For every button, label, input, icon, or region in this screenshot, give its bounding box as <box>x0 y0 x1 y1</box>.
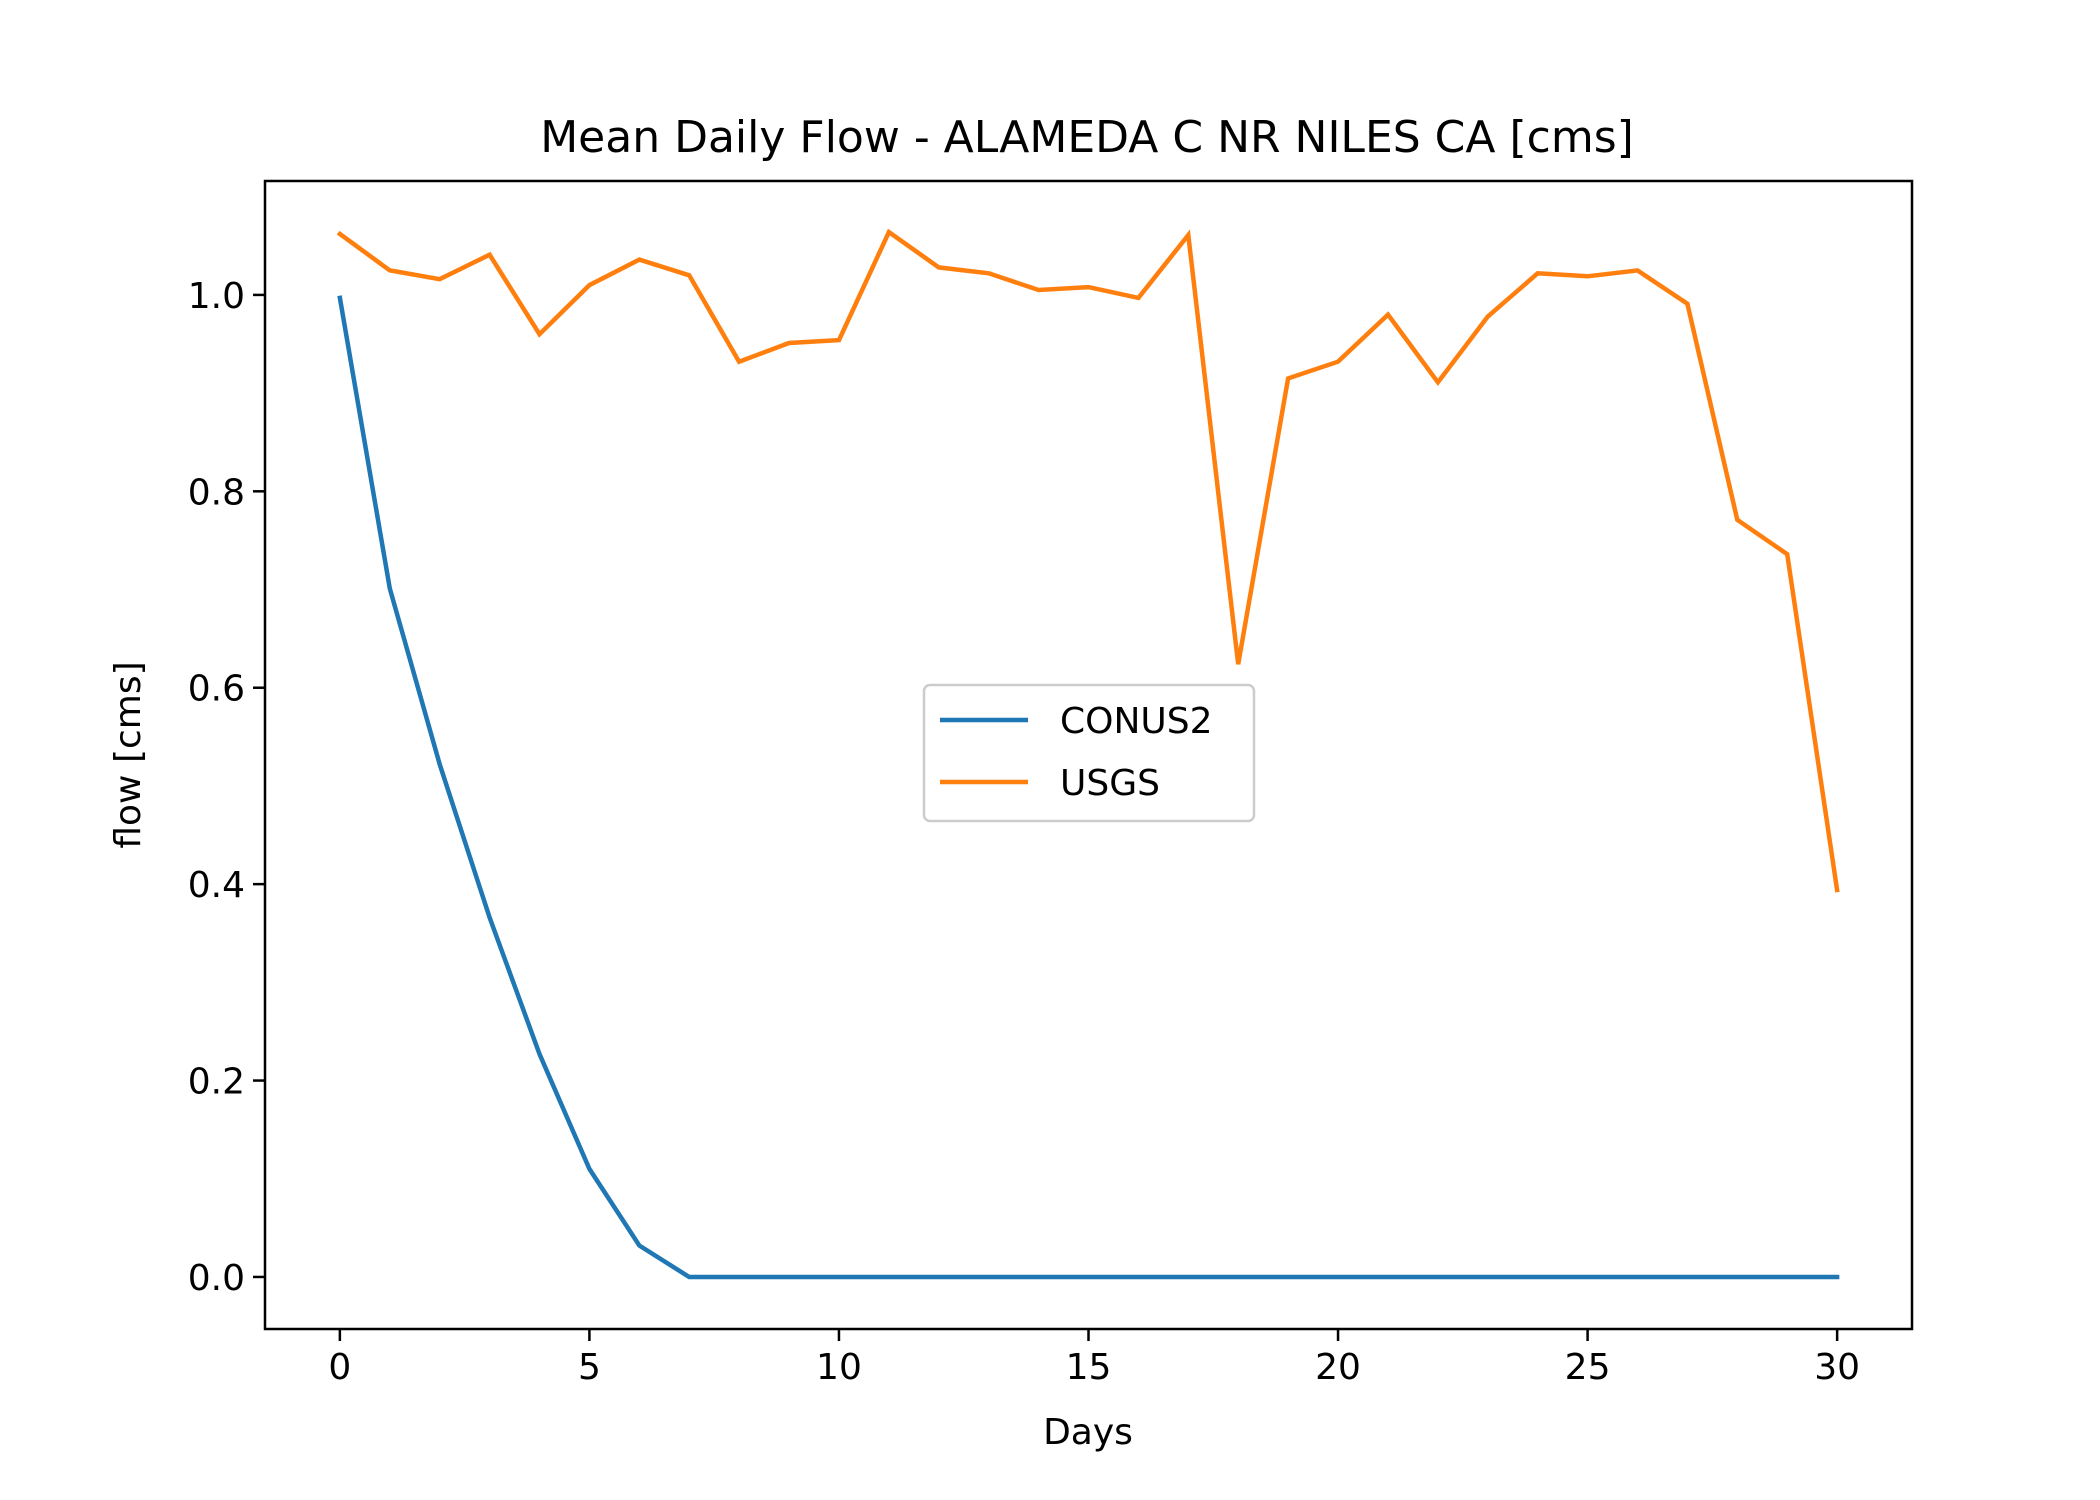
x-tick-label: 25 <box>1565 1347 1611 1388</box>
x-tick-label: 5 <box>578 1347 601 1388</box>
series-line-conus2 <box>337 295 1840 1280</box>
chart-title: Mean Daily Flow - ALAMEDA C NR NILES CA … <box>540 112 1634 163</box>
y-axis-label: flow [cms] <box>108 661 149 848</box>
y-tick-label: 0.8 <box>188 472 245 513</box>
legend-label-usgs: USGS <box>1060 763 1160 804</box>
plot-area <box>336 228 1840 1280</box>
x-tick-label: 0 <box>328 1347 351 1388</box>
x-tick-label: 30 <box>1814 1347 1860 1388</box>
legend-label-conus2: CONUS2 <box>1060 701 1213 742</box>
y-tick-label: 0.4 <box>188 865 245 906</box>
y-tick-label: 1.0 <box>188 276 245 317</box>
y-axis: 0.0 0.2 0.4 0.6 0.8 1.0 <box>188 276 265 1299</box>
x-axis-label: Days <box>1043 1412 1133 1453</box>
y-tick-label: 0.2 <box>188 1062 245 1103</box>
y-tick-label: 0.0 <box>188 1258 245 1299</box>
x-tick-label: 20 <box>1315 1347 1361 1388</box>
series-line-usgs <box>336 228 1840 893</box>
x-tick-label: 15 <box>1066 1347 1112 1388</box>
x-tick-label: 10 <box>816 1347 862 1388</box>
x-axis: 0 5 10 15 20 25 30 <box>328 1329 1860 1388</box>
legend: CONUS2 USGS <box>922 683 1256 823</box>
y-tick-label: 0.6 <box>188 669 245 710</box>
